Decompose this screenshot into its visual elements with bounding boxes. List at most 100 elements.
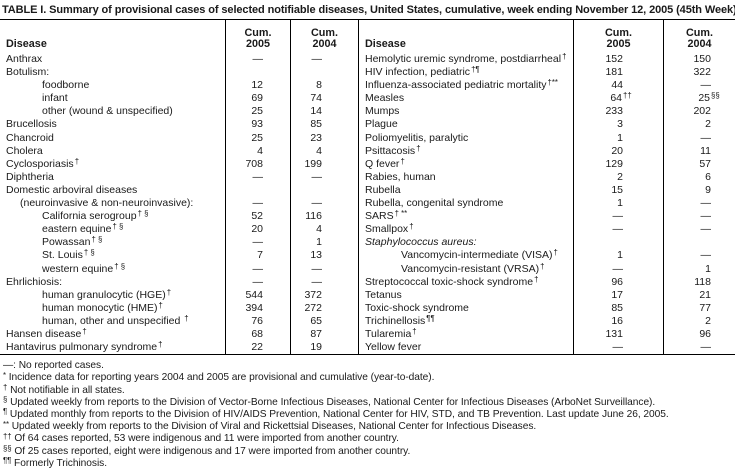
value-cell: 74 xyxy=(290,92,358,106)
value-cell: 272 xyxy=(290,301,358,315)
value-cell: 181 xyxy=(573,66,663,80)
col-header-disease-left: Disease xyxy=(6,38,47,50)
value-cell: 152 xyxy=(573,53,663,67)
disease-name-cell: Hemolytic uremic syndrome, postdiarrheal… xyxy=(358,52,573,67)
value-cell: 150 xyxy=(663,53,735,67)
value-cell: 6 xyxy=(663,170,735,184)
disease-name-cell: Brucellosis xyxy=(6,118,57,131)
footnote-marker: † xyxy=(184,313,189,323)
value-cell: 87 xyxy=(290,327,358,342)
value-cell: — xyxy=(290,275,358,289)
disease-name-cell: St. Louis† § xyxy=(42,248,95,262)
footnote: §§ Of 25 cases reported, eight were indi… xyxy=(3,444,411,457)
footnote-marker: † xyxy=(412,326,417,336)
footnote: * Incidence data for reporting years 200… xyxy=(3,370,435,384)
value-cell: 69 xyxy=(225,92,290,106)
value-cell: 16 xyxy=(573,314,663,328)
disease-name-cell: Hantavirus pulmonary syndrome† xyxy=(6,340,163,354)
col-header-cum-2004-left: Cum. 2004 xyxy=(290,20,358,53)
disease-name-cell: human granulocytic (HGE)† xyxy=(42,287,172,301)
value-cell: 57 xyxy=(663,157,735,171)
disease-name-cell: human monocytic (HME)† xyxy=(42,300,163,314)
value-cell: — xyxy=(225,53,290,67)
value-cell: 25 xyxy=(225,105,290,119)
value-cell: 1 xyxy=(573,131,663,145)
footnote: ¶¶ Formerly Trichinosis. xyxy=(3,456,107,469)
disease-name-cell: Cyclosporiasis† xyxy=(6,156,80,170)
value-cell: 21 xyxy=(663,288,735,302)
footnote-marker: † xyxy=(158,340,163,350)
value-cell: 2 xyxy=(573,170,663,184)
value-cell: 129 xyxy=(573,157,663,171)
footnote-marker: † xyxy=(82,326,87,336)
disease-name-cell: Tularemia† xyxy=(358,326,573,342)
value-cell: 4 xyxy=(290,223,358,237)
value-cell: 96 xyxy=(573,275,663,289)
footnote-marker: † § xyxy=(91,235,103,245)
footnote-marker: §§ xyxy=(711,91,720,101)
disease-name-cell: Diphtheria xyxy=(6,170,54,183)
value-cell xyxy=(290,66,358,80)
value-cell: 76 xyxy=(225,314,290,328)
value-cell: — xyxy=(663,341,735,355)
value-cell: 22 xyxy=(225,341,290,355)
disease-name-cell: Psittacosis† xyxy=(358,144,573,158)
footnote-marker: † xyxy=(400,156,405,166)
footnote-marker: †¶ xyxy=(471,65,480,75)
value-cell: 96 xyxy=(663,327,735,342)
footnote-marker: † xyxy=(540,261,545,271)
value-cell: 93 xyxy=(225,118,290,132)
value-cell: 131 xyxy=(573,327,663,342)
value-cell: 2 xyxy=(663,314,735,328)
value-cell xyxy=(663,236,735,250)
value-cell: 322 xyxy=(663,66,735,80)
value-cell: 116 xyxy=(290,210,358,224)
disease-name-cell: Toxic-shock syndrome xyxy=(358,301,573,315)
value-cell: 44 xyxy=(573,79,663,93)
disease-name-cell: Chancroid xyxy=(6,131,54,144)
footnote: ** Updated weekly from reports to the Di… xyxy=(3,419,537,433)
footnote-marker: ** xyxy=(3,419,9,429)
footnote: †† Of 64 cases reported, 53 were indigen… xyxy=(3,431,399,445)
value-cell: 65 xyxy=(290,314,358,328)
value-cell: 25§§ xyxy=(663,91,735,106)
footnote-marker: † § xyxy=(137,209,149,219)
value-cell: 13 xyxy=(290,249,358,263)
value-cell: 1 xyxy=(573,197,663,211)
value-cell: 372 xyxy=(290,288,358,302)
value-cell: — xyxy=(663,249,735,263)
value-cell: 11 xyxy=(663,144,735,158)
footnote-marker: † xyxy=(74,156,80,166)
footnote-marker: †† xyxy=(3,431,12,441)
value-cell: 1 xyxy=(290,236,358,250)
footnote-marker: † § xyxy=(112,222,124,232)
value-cell: — xyxy=(663,79,735,93)
footnote-marker: ¶¶ xyxy=(426,313,435,323)
footnote: † Not notifiable in all states. xyxy=(3,383,125,396)
footnote-marker: ¶ xyxy=(3,407,8,417)
value-cell: 8 xyxy=(290,79,358,93)
value-cell: 708 xyxy=(225,157,290,171)
value-cell: 233 xyxy=(573,105,663,119)
footnote-marker: —: xyxy=(3,360,16,372)
disease-name-cell: Streptococcal toxic-shock syndrome† xyxy=(358,275,573,289)
value-cell: 7 xyxy=(225,249,290,263)
col-header-cum-2005-right: Cum. 2005 xyxy=(573,20,663,53)
value-cell: 1 xyxy=(663,262,735,276)
footnote-marker: †† xyxy=(623,91,632,101)
footnote-marker: ¶¶ xyxy=(3,456,12,466)
footnote-marker: † xyxy=(158,300,163,310)
disease-name-cell: Rubella, congenital syndrome xyxy=(358,197,573,211)
value-cell xyxy=(225,66,290,80)
footnote: ¶ Updated monthly from reports to the Di… xyxy=(3,407,669,420)
value-cell: — xyxy=(290,170,358,184)
footnote: § Updated weekly from reports to the Div… xyxy=(3,395,656,408)
disease-name-cell: Powassan† § xyxy=(42,235,103,249)
disease-name-cell: Anthrax xyxy=(6,53,43,65)
value-cell: — xyxy=(290,262,358,276)
disease-name-cell: human, other and unspecified † xyxy=(42,313,189,327)
disease-name-cell: Staphylococcus aureus: xyxy=(358,236,573,250)
value-cell: 118 xyxy=(663,275,735,289)
footnote-marker: † xyxy=(562,52,567,61)
disease-name-cell: foodborne xyxy=(42,79,90,92)
